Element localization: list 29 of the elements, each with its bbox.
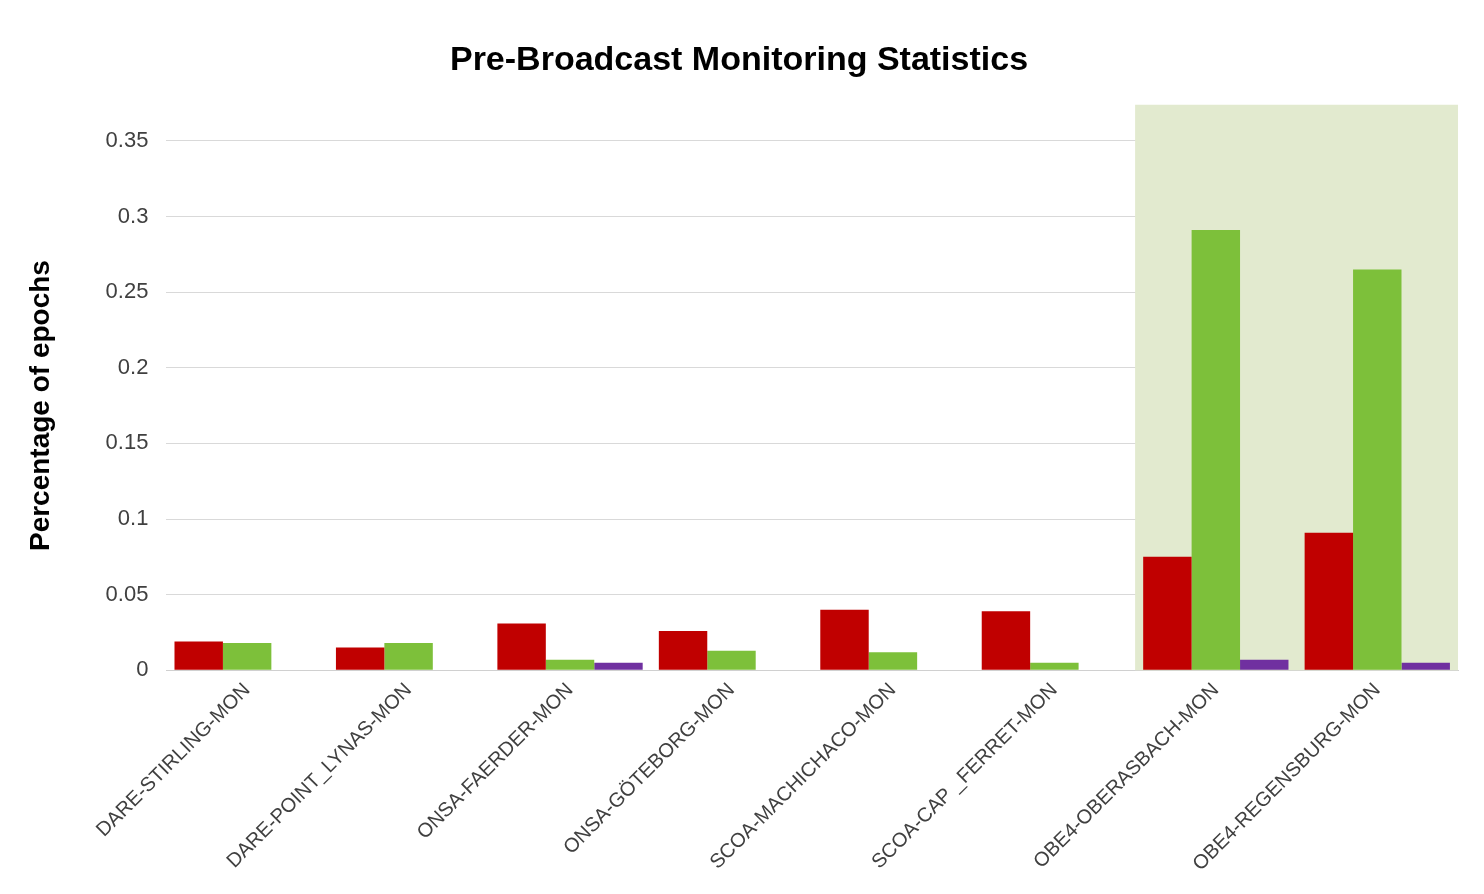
y-tick-label: 0.25	[105, 278, 149, 304]
bar	[594, 662, 643, 670]
bar	[174, 641, 223, 670]
bar	[820, 609, 869, 670]
chart-title: Pre-Broadcast Monitoring Statistics	[449, 38, 1029, 77]
bar	[335, 647, 385, 670]
y-axis-title: Percentage of epochs	[23, 260, 55, 552]
y-tick-label: 0.05	[105, 580, 149, 606]
y-tick-label: 0.35	[105, 126, 149, 152]
bar	[1353, 269, 1402, 670]
y-tick-label: 0.3	[117, 202, 149, 228]
bar	[707, 650, 756, 670]
bar	[658, 630, 708, 670]
bar	[384, 643, 433, 670]
bar	[545, 659, 595, 670]
bar	[1304, 532, 1354, 670]
bar	[981, 611, 1031, 670]
y-tick-label: 0.15	[105, 429, 149, 455]
y-tick-label: 0.2	[117, 353, 149, 379]
bar	[1030, 662, 1079, 670]
y-tick-label: 0	[136, 656, 149, 682]
bar	[497, 623, 546, 670]
bar	[868, 652, 918, 670]
bar	[1240, 659, 1289, 670]
bar	[1191, 230, 1241, 670]
bar	[222, 643, 272, 670]
y-tick-label: 0.1	[117, 505, 149, 531]
bar	[1143, 556, 1192, 670]
bar	[1401, 662, 1450, 670]
